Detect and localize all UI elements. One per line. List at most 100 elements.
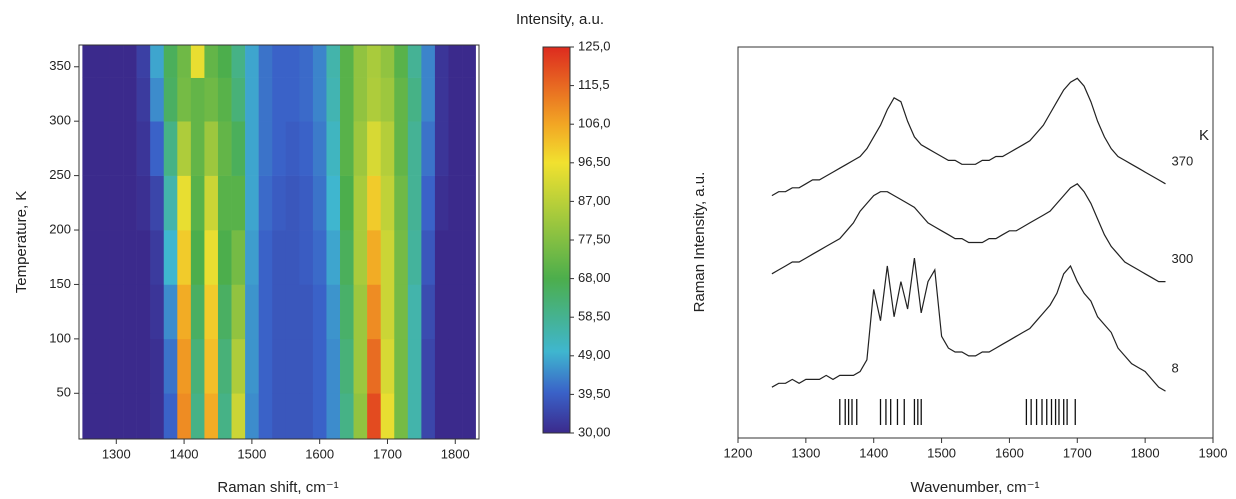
heatmap-cell bbox=[123, 121, 137, 176]
heatmap-cell bbox=[245, 175, 259, 231]
heatmap-cell bbox=[258, 121, 273, 176]
heatmap-cell bbox=[462, 77, 476, 122]
heatmap-cell bbox=[353, 230, 368, 285]
heatmap-cell bbox=[217, 45, 232, 78]
heatmap-cell bbox=[82, 338, 97, 394]
heatmap-cell bbox=[326, 338, 341, 394]
series-label: 8 bbox=[1172, 361, 1179, 376]
unit-annotation: K bbox=[1199, 127, 1209, 144]
heatmap-cell bbox=[136, 230, 151, 285]
heatmap-cell bbox=[150, 338, 165, 394]
heatmap-cell bbox=[136, 77, 151, 122]
heatmap-cell bbox=[407, 284, 422, 340]
heatmap-cell bbox=[245, 284, 259, 340]
heatmap-cell bbox=[95, 393, 110, 440]
heatmap-cell bbox=[340, 338, 354, 394]
heatmap-cell bbox=[407, 121, 422, 176]
heatmap-cell bbox=[340, 45, 354, 78]
x-tick-label: 1700 bbox=[373, 446, 402, 461]
heatmap-cell bbox=[394, 393, 409, 440]
x-tick-label: 1500 bbox=[927, 445, 956, 460]
heatmap-cell bbox=[272, 77, 287, 122]
heatmap-cell bbox=[340, 121, 354, 176]
heatmap-cell bbox=[285, 121, 300, 176]
heatmap-cell bbox=[177, 393, 192, 440]
x-tick-label: 1200 bbox=[724, 445, 753, 460]
heatmap-cell bbox=[448, 121, 463, 176]
heatmap-cell bbox=[190, 230, 205, 285]
heatmap-cell bbox=[312, 393, 327, 440]
heatmap-cell bbox=[163, 338, 178, 394]
heatmap-cell bbox=[421, 77, 436, 122]
heatmap-cell bbox=[82, 77, 97, 122]
heatmap-cell bbox=[245, 393, 259, 440]
heatmap-cell bbox=[95, 45, 110, 78]
heatmap-cell bbox=[353, 175, 368, 231]
heatmap-cell bbox=[136, 393, 151, 440]
heatmap-cell bbox=[285, 77, 300, 122]
heatmap-cell bbox=[448, 393, 463, 440]
x-tick-label: 1800 bbox=[441, 446, 470, 461]
heatmap-cell bbox=[312, 284, 327, 340]
heatmap-cell bbox=[299, 284, 314, 340]
heatmap-cell bbox=[353, 121, 368, 176]
heatmap-cell bbox=[434, 230, 449, 285]
heatmap-cell bbox=[245, 77, 259, 122]
heatmap-cell bbox=[95, 77, 110, 122]
heatmap-cell bbox=[123, 45, 137, 78]
heatmap-cell bbox=[217, 77, 232, 122]
heatmap-cell bbox=[326, 77, 341, 122]
heatmap-cell bbox=[353, 284, 368, 340]
heatmap-cell bbox=[258, 77, 273, 122]
x-tick-label: 1700 bbox=[1063, 445, 1092, 460]
heatmap-cell bbox=[136, 121, 151, 176]
heatmap-cell bbox=[285, 393, 300, 440]
heatmap-cell bbox=[367, 77, 381, 122]
heatmap-cell bbox=[150, 121, 165, 176]
heatmap-cell bbox=[109, 175, 124, 231]
heatmap-cell bbox=[434, 393, 449, 440]
heatmap-cell bbox=[82, 175, 97, 231]
heatmap-cell bbox=[163, 393, 178, 440]
heatmap-cell bbox=[190, 284, 205, 340]
x-axis-title: Raman shift, cm⁻¹ bbox=[217, 479, 338, 496]
heatmap-cell bbox=[299, 121, 314, 176]
heatmap-cell bbox=[190, 338, 205, 394]
heatmap-cell bbox=[299, 230, 314, 285]
heatmap-cell bbox=[367, 393, 381, 440]
heatmap-cell bbox=[163, 121, 178, 176]
spectrum-line bbox=[771, 258, 1166, 392]
heatmap-cell bbox=[82, 284, 97, 340]
heatmap-cell bbox=[272, 284, 287, 340]
x-tick-label: 1600 bbox=[995, 445, 1024, 460]
heatmap-cell bbox=[190, 45, 205, 78]
heatmap-cell bbox=[109, 338, 124, 394]
colorbar-tick-label: 87,00 bbox=[578, 193, 611, 208]
heatmap-cell bbox=[258, 175, 273, 231]
heatmap-cell bbox=[82, 393, 97, 440]
colorbar-tick-label: 30,00 bbox=[578, 424, 611, 439]
heatmap-cell bbox=[462, 284, 476, 340]
heatmap-cell bbox=[204, 175, 219, 231]
x-axis-title: Wavenumber, cm⁻¹ bbox=[910, 479, 1039, 496]
heatmap-cell bbox=[326, 284, 341, 340]
series-label: 370 bbox=[1172, 153, 1194, 168]
heatmap-cell bbox=[448, 284, 463, 340]
heatmap-cell bbox=[448, 45, 463, 78]
heatmap-cell bbox=[272, 338, 287, 394]
heatmap-cell bbox=[421, 338, 436, 394]
colorbar-tick-label: 106,0 bbox=[578, 116, 611, 131]
heatmap-cell bbox=[177, 284, 192, 340]
heatmap-cell bbox=[272, 175, 287, 231]
heatmap-cell bbox=[163, 45, 178, 78]
heatmap-cell bbox=[204, 77, 219, 122]
heatmap-cell bbox=[217, 393, 232, 440]
heatmap-cell bbox=[177, 230, 192, 285]
heatmap-cell bbox=[150, 230, 165, 285]
heatmap-cell bbox=[123, 284, 137, 340]
heatmap-cell bbox=[163, 230, 178, 285]
heatmap-cell bbox=[95, 121, 110, 176]
heatmap-cell bbox=[326, 175, 341, 231]
heatmap-cell bbox=[421, 45, 436, 78]
